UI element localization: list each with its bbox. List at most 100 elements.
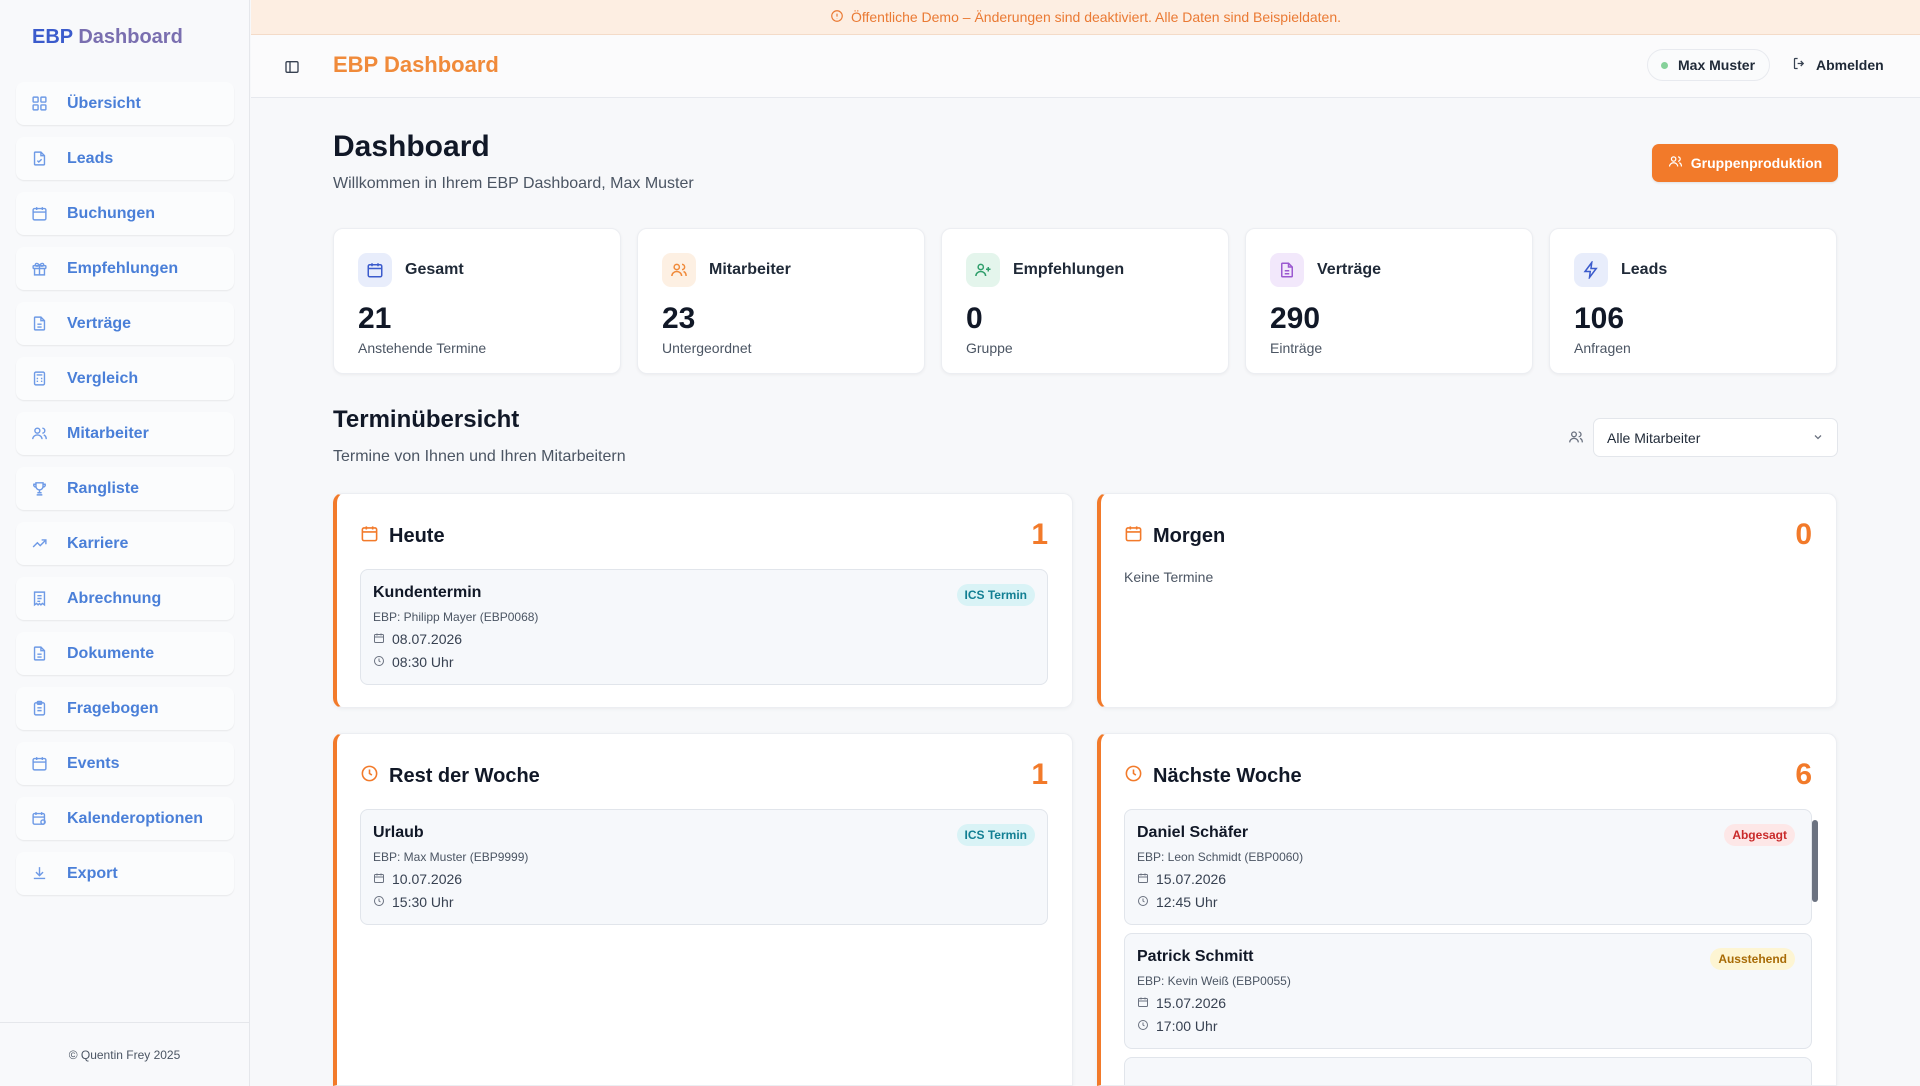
sidebar-item-karriere[interactable]: Karriere: [16, 522, 234, 565]
appointment-card[interactable]: Urlaub ICS Termin EBP: Max Muster (EBP99…: [360, 809, 1048, 925]
demo-banner: Öffentliche Demo – Änderungen sind deakt…: [251, 0, 1920, 35]
logout-icon: [1792, 56, 1816, 74]
appointment-ebp: EBP: Leon Schmidt (EBP0060): [1137, 850, 1304, 864]
clock-icon: [1137, 894, 1156, 910]
receipt-icon: [31, 590, 48, 607]
trending-up-icon: [31, 535, 48, 552]
page-title: Dashboard: [333, 130, 490, 163]
calendar-settings-icon: [31, 810, 48, 827]
sidebar-item-label: Export: [67, 864, 118, 882]
stat-card-mitarbeiter[interactable]: Mitarbeiter 23 Untergeordnet: [637, 228, 925, 374]
sidebar-item-dokumente[interactable]: Dokumente: [16, 632, 234, 675]
user-badge[interactable]: Max Muster: [1647, 49, 1771, 81]
gift-icon: [31, 260, 48, 277]
sidebar-item-mitarbeiter[interactable]: Mitarbeiter: [16, 412, 234, 455]
clock-icon: [1124, 764, 1153, 789]
sidebar-item-label: Abrechnung: [67, 589, 162, 607]
sidebar-item-export[interactable]: Export: [16, 852, 234, 895]
sidebar-item-label: Mitarbeiter: [67, 424, 149, 442]
sidebar-item-kalenderoptionen[interactable]: Kalenderoptionen: [16, 797, 234, 840]
sidebar-item-fragebogen[interactable]: Fragebogen: [16, 687, 234, 730]
calculator-icon: [31, 370, 48, 387]
appointment-date-row: 15.07.2026: [1137, 871, 1226, 887]
panel-title-text: Heute: [389, 525, 445, 547]
sidebar: EBP Dashboard Übersicht Leads Buchungen …: [0, 0, 250, 1086]
scrollbar-thumb[interactable]: [1812, 820, 1818, 902]
sidebar-item-abrechnung[interactable]: Abrechnung: [16, 577, 234, 620]
stat-label: Gesamt: [405, 261, 464, 278]
appointment-card[interactable]: Kundentermin ICS Termin EBP: Philipp May…: [360, 569, 1048, 685]
sidebar-item-label: Fragebogen: [67, 699, 159, 717]
sidebar-item-label: Dokumente: [67, 644, 155, 662]
employee-filter-value: Alle Mitarbeiter: [1607, 429, 1701, 446]
calendar-icon: [358, 253, 392, 287]
stat-card-gesamt[interactable]: Gesamt 21 Anstehende Termine: [333, 228, 621, 374]
appointment-ebp: EBP: Kevin Weiß (EBP0055): [1137, 974, 1291, 988]
sidebar-item-buchungen[interactable]: Buchungen: [16, 192, 234, 235]
sidebar-item-label: Events: [67, 754, 120, 772]
document-icon: [31, 315, 48, 332]
banner-text: Öffentliche Demo – Änderungen sind deakt…: [850, 9, 1342, 25]
panel-count: 6: [1795, 758, 1812, 791]
stat-value: 106: [1574, 302, 1625, 335]
document-icon: [31, 645, 48, 662]
group-production-button[interactable]: Gruppenproduktion: [1652, 144, 1838, 182]
brand-logo[interactable]: EBP Dashboard: [32, 26, 183, 49]
panel-title: Heute: [360, 524, 445, 549]
empty-state-text: Keine Termine: [1124, 569, 1214, 585]
clock-icon: [373, 894, 392, 910]
sidebar-item-empfehlungen[interactable]: Empfehlungen: [16, 247, 234, 290]
stat-subtitle: Anfragen: [1574, 340, 1631, 356]
users-icon: [1568, 429, 1584, 445]
sidebar-toggle-icon[interactable]: [284, 59, 300, 75]
sidebar-item-leads[interactable]: Leads: [16, 137, 234, 180]
status-badge: Ausstehend: [1710, 948, 1795, 970]
appointment-date: 15.07.2026: [1156, 871, 1227, 887]
panel-count: 1: [1031, 758, 1048, 791]
appointment-time: 17:00 Uhr: [1156, 1018, 1218, 1034]
download-icon: [31, 865, 48, 882]
sidebar-item-events[interactable]: Events: [16, 742, 234, 785]
page-subtitle: Willkommen in Ihrem EBP Dashboard, Max M…: [333, 175, 694, 192]
clock-icon: [373, 654, 392, 670]
sidebar-item-label: Karriere: [67, 534, 129, 552]
brand-part1: EBP: [32, 26, 73, 48]
sidebar-nav: Übersicht Leads Buchungen Empfehlungen V…: [16, 82, 234, 907]
panel-count: 0: [1795, 518, 1812, 551]
zap-icon: [1574, 253, 1608, 287]
employee-filter-select[interactable]: Alle Mitarbeiter: [1593, 418, 1838, 457]
sidebar-item-rangliste[interactable]: Rangliste: [16, 467, 234, 510]
sidebar-item-vertraege[interactable]: Verträge: [16, 302, 234, 345]
logout-button[interactable]: Abmelden: [1792, 49, 1884, 81]
chevron-down-icon: [1812, 430, 1824, 446]
appointment-time-row: 12:45 Uhr: [1137, 894, 1217, 910]
panel-morgen: Morgen 0 Keine Termine: [1097, 493, 1837, 708]
appointment-ebp: EBP: Max Muster (EBP9999): [373, 850, 529, 864]
logout-label: Abmelden: [1816, 57, 1884, 73]
appointment-card[interactable]: Patrick Schmitt Ausstehend EBP: Kevin We…: [1124, 933, 1812, 1049]
sidebar-item-label: Rangliste: [67, 479, 140, 497]
stat-subtitle: Einträge: [1270, 340, 1323, 356]
stat-card-leads[interactable]: Leads 106 Anfragen: [1549, 228, 1837, 374]
clock-icon: [1137, 1018, 1156, 1034]
stat-card-empfehlungen[interactable]: Empfehlungen 0 Gruppe: [941, 228, 1229, 374]
appointment-card[interactable]: Daniel Schäfer Abgesagt EBP: Leon Schmid…: [1124, 809, 1812, 925]
appointment-date: 15.07.2026: [1156, 995, 1227, 1011]
document-icon: [1270, 253, 1304, 287]
panel-title-text: Morgen: [1153, 525, 1226, 547]
sidebar-item-label: Vergleich: [67, 369, 139, 387]
stat-subtitle: Untergeordnet: [662, 340, 752, 356]
stat-card-vertraege[interactable]: Verträge 290 Einträge: [1245, 228, 1533, 374]
appointment-name: Urlaub: [373, 824, 424, 841]
online-status-dot: [1661, 61, 1668, 69]
appointment-card[interactable]: [1124, 1057, 1812, 1085]
sidebar-item-uebersicht[interactable]: Übersicht: [16, 82, 234, 125]
calendar-icon: [360, 524, 389, 549]
sidebar-item-vergleich[interactable]: Vergleich: [16, 357, 234, 400]
users-icon: [662, 253, 696, 287]
appointment-ebp: EBP: Philipp Mayer (EBP0068): [373, 610, 539, 624]
panel-title-text: Rest der Woche: [389, 765, 540, 787]
panel-title: Morgen: [1124, 524, 1225, 549]
user-name: Max Muster: [1678, 57, 1756, 73]
user-plus-icon: [966, 253, 1000, 287]
